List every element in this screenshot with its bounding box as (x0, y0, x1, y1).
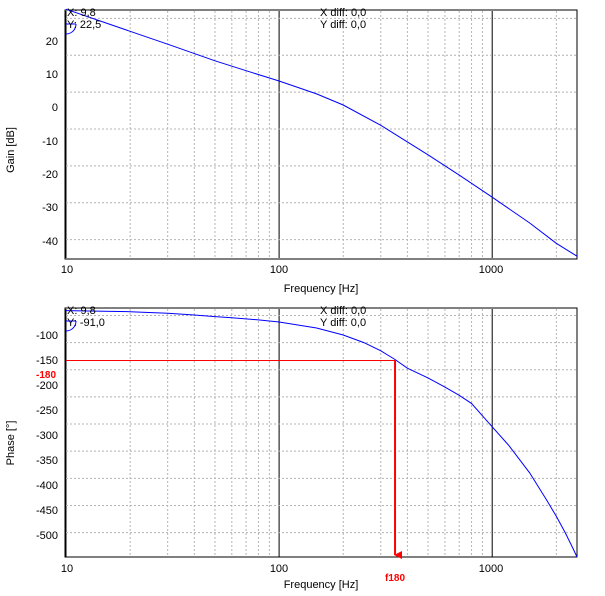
gain-cursor-y: Y: 22,5 (67, 19, 101, 31)
phase-xtick-label: 100 (270, 563, 288, 575)
gain-xticks: 10 100 1000 (61, 264, 503, 276)
phase-xtick-label: 10 (61, 563, 73, 575)
phase-cursor-xdiff: X diff: 0,0 (320, 305, 366, 317)
gain-series-line (65, 8, 578, 257)
gain-ylabel: Gain [dB] (5, 127, 17, 173)
phase-xtick-label: 1000 (479, 563, 503, 575)
phase-ytick-label: -200 (36, 380, 58, 392)
gain-plot-area (64, 9, 578, 260)
phase-chart: 10 100 1000 -100 -150 -200 -250 -300 -35… (5, 305, 578, 591)
gain-grid (65, 11, 577, 258)
gain-cursor-marker[interactable] (65, 23, 77, 35)
gain-xlabel: Frequency [Hz] (284, 283, 359, 295)
gain-ytick-label: -20 (42, 169, 58, 181)
gain-yticks: 20 10 0 -10 -20 -30 -40 (42, 36, 58, 248)
phase-yticks: -100 -150 -200 -250 -300 -350 -400 -450 … (36, 330, 58, 542)
phase-ytick-label: -300 (36, 430, 58, 442)
phase-ytick-label: -250 (36, 405, 58, 417)
gain-cursor-x: X: 9,8 (67, 7, 96, 19)
gain-xtick-label: 100 (270, 264, 288, 276)
phase-ytick-label: -100 (36, 330, 58, 342)
phase-plot-area (64, 307, 578, 558)
phase-cursor-marker[interactable] (65, 320, 77, 332)
gain-ytick-label: 10 (46, 69, 58, 81)
gain-ytick-label: -10 (42, 136, 58, 148)
phase-ylabel: Phase [°] (5, 421, 17, 466)
gain-chart: 10 100 1000 20 10 0 -10 -20 -30 -40 Freq… (5, 7, 578, 295)
gain-ytick-label: 20 (46, 36, 58, 48)
gain-cursor-ydiff: Y diff: 0,0 (320, 19, 366, 31)
gain-ytick-label: 0 (52, 102, 58, 114)
f180-label: f180 (385, 573, 405, 584)
phase-ytick-label: -400 (36, 480, 58, 492)
gain-cursor-xdiff: X diff: 0,0 (320, 7, 366, 19)
phase-ytick-label: -150 (36, 355, 58, 367)
phase-xticks: 10 100 1000 (61, 563, 503, 575)
phase-ytick-label: -500 (36, 530, 58, 542)
gain-ytick-label: -30 (42, 202, 58, 214)
phase-xlabel: Frequency [Hz] (284, 579, 359, 591)
phase-series-line (65, 310, 578, 558)
gain-xtick-label: 1000 (479, 264, 503, 276)
phase-ytick-label: -350 (36, 455, 58, 467)
phase-cursor-x: X: 9,8 (67, 305, 96, 317)
phase-ytick-label: -450 (36, 505, 58, 517)
phase-cursor-ydiff: Y diff: 0,0 (320, 317, 366, 329)
gain-xtick-label: 10 (61, 264, 73, 276)
gain-ytick-label: -40 (42, 236, 58, 248)
minus-180-label: -180 (36, 370, 56, 381)
phase-cursor-y: Y: -91,0 (67, 317, 105, 329)
